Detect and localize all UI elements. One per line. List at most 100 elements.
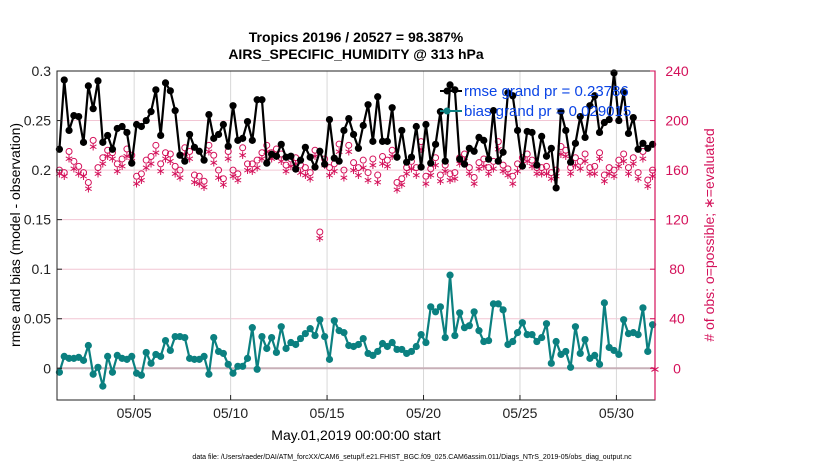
bias-point	[243, 354, 252, 362]
possible-obs-point	[171, 162, 179, 170]
rmse-point	[108, 145, 117, 153]
possible-obs-point	[350, 159, 358, 167]
evaluated-obs-point: ∗	[421, 176, 431, 190]
rmse-point	[152, 86, 160, 94]
evaluated-obs-point: ∗	[209, 155, 219, 169]
evaluated-obs-point: ∗	[469, 176, 479, 190]
possible-obs-point	[629, 154, 637, 162]
bias-point	[431, 308, 440, 316]
evaluated-obs-point: ∗	[609, 169, 619, 183]
bias-point	[79, 356, 88, 364]
y-axis-label: rmse and bias (model - observation)	[7, 123, 23, 347]
bias-point	[407, 347, 416, 356]
bias-point	[644, 347, 652, 356]
possible-obs-point	[354, 164, 362, 172]
possible-obs-point	[147, 152, 155, 160]
evaluated-obs-point: ∗	[136, 173, 146, 187]
possible-obs-point	[325, 164, 333, 172]
bias-point	[485, 336, 493, 345]
bias-point	[277, 323, 285, 331]
evaluated-obs-point: ∗	[623, 167, 633, 181]
evaluated-obs-point: ∗	[204, 144, 214, 158]
evaluated-obs-point: ∗	[296, 165, 306, 179]
evaluated-obs-point: ∗	[315, 231, 325, 245]
bias-point	[412, 342, 420, 351]
evaluated-obs-point: ∗	[257, 152, 267, 166]
bias-point	[306, 325, 314, 333]
bias-point	[417, 330, 425, 339]
evaluated-obs-point: ∗	[146, 157, 156, 171]
possible-obs-point	[379, 152, 387, 160]
possible-obs-point	[118, 155, 126, 163]
possible-obs-point	[243, 160, 251, 168]
evaluated-obs-point: ∗	[363, 173, 373, 187]
bias-point	[398, 345, 406, 354]
evaluated-obs-point: ∗	[546, 172, 556, 186]
evaluated-obs-point: ∗	[450, 172, 460, 186]
rmse-point	[605, 115, 613, 124]
bias-point	[301, 330, 309, 338]
chart-subtitle: AIRS_SPECIFIC_HUMIDITY @ 313 hPa	[228, 46, 484, 62]
evaluated-obs-point: ∗	[185, 152, 195, 166]
evaluated-obs-point: ∗	[373, 175, 383, 189]
y-tick-label: 0	[43, 360, 51, 376]
evaluated-obs-point: ∗	[643, 179, 653, 193]
y-axis-left: 0 0.05 0.1 0.15 0.2 0.25 0.3	[24, 63, 62, 376]
evaluated-obs-point: ∗	[228, 169, 238, 183]
bias-point	[205, 370, 213, 378]
legend-rmse-marker	[443, 87, 451, 95]
rmse-point	[595, 128, 604, 137]
evaluated-obs-point: ∗	[614, 159, 624, 173]
possible-obs-point	[615, 156, 623, 164]
bias-point	[166, 346, 174, 355]
evaluated-obs-point: ∗	[537, 167, 547, 181]
rmse-point	[243, 117, 252, 126]
evaluated-obs-point: ∗	[242, 163, 252, 177]
evaluated-obs-point: ∗	[628, 157, 638, 171]
bias-point	[84, 341, 92, 350]
evaluated-obs-point: ∗	[141, 160, 151, 174]
bias-line	[58, 274, 654, 388]
x-axis-label: May.01,2019 00:00:00 start	[271, 427, 441, 443]
bias-point	[311, 331, 319, 340]
legend: rmse grand pr = 0.23786 bias grand pr = …	[440, 83, 631, 120]
evaluated-obs-point: ∗	[305, 172, 315, 186]
rmse-point	[272, 152, 281, 160]
possible-obs-point	[282, 161, 290, 169]
rmse-point	[480, 136, 488, 144]
possible-obs-point	[80, 169, 88, 177]
bias-point	[354, 340, 363, 349]
bias-series	[55, 271, 657, 390]
possible-obs-point	[369, 155, 377, 163]
bias-point	[388, 338, 396, 347]
evaluated-obs-point: ∗	[426, 168, 436, 182]
evaluated-obs-point: ∗	[599, 174, 609, 188]
evaluated-obs-point: ∗	[638, 152, 648, 166]
rmse-point	[388, 104, 396, 112]
bias-point	[99, 382, 107, 390]
bias-point	[542, 320, 551, 328]
evaluated-obs-point: ∗	[435, 174, 445, 188]
evaluated-obs-point: ∗	[484, 167, 494, 181]
evaluated-obs-point: ∗	[575, 162, 585, 176]
evaluated-obs-point: ∗	[151, 146, 161, 160]
bias-point	[55, 368, 64, 376]
possible-obs-point	[383, 156, 391, 164]
y2-tick-label: 0	[673, 360, 681, 376]
possible-obs-point	[75, 162, 83, 170]
rmse-point	[157, 131, 165, 140]
possible-obs-point	[253, 156, 261, 164]
bias-point	[253, 365, 261, 373]
rmse-point	[345, 114, 353, 123]
rmse-point	[456, 155, 464, 163]
bias-point	[239, 362, 247, 370]
rmse-point	[277, 140, 285, 148]
possible-obs-point	[70, 157, 78, 165]
evaluated-obs-point: ∗	[513, 164, 523, 178]
bias-point	[518, 319, 526, 327]
evaluated-obs-point: ∗	[368, 158, 378, 172]
evaluated-obs-point: ∗	[218, 178, 228, 192]
rmse-point	[513, 126, 522, 135]
evaluated-obs-point: ∗	[98, 157, 108, 171]
chart-title: Tropics 20196 / 20527 = 98.387%	[249, 29, 464, 45]
